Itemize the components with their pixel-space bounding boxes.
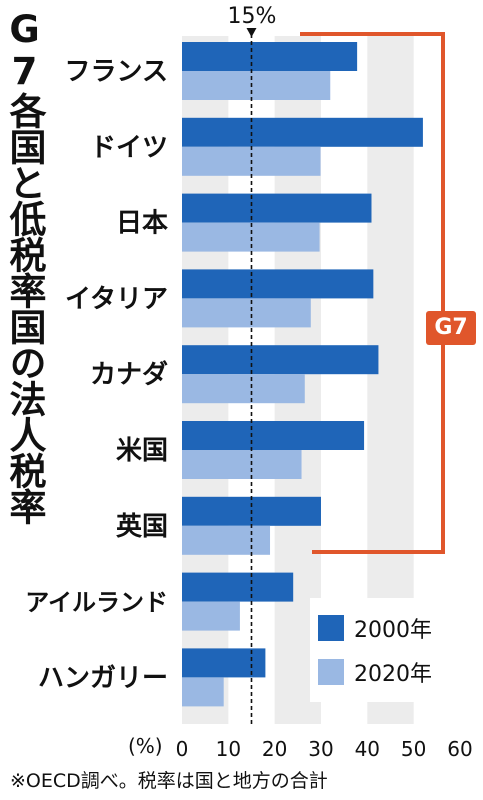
- category-label: アイルランド: [25, 589, 168, 617]
- reference-line-marker: [246, 28, 257, 37]
- g7-bracket-label: G7: [426, 311, 476, 345]
- legend-swatch-2020: [318, 659, 344, 685]
- bar-2000: [182, 572, 294, 602]
- x-tick-label: 0: [176, 737, 189, 761]
- legend-label-2000: 2000年: [354, 618, 432, 643]
- bar-2000: [182, 117, 423, 147]
- bar-2020: [182, 525, 271, 555]
- category-label: 日本: [116, 209, 168, 239]
- bar-2000: [182, 269, 374, 299]
- legend: 2000年 2020年: [310, 598, 456, 702]
- bar-2020: [182, 374, 305, 404]
- bar-2020: [182, 601, 240, 631]
- category-label: 米国: [116, 436, 168, 466]
- bar-2000: [182, 42, 358, 71]
- x-tick-label: 30: [308, 737, 333, 761]
- bar-2020: [182, 71, 331, 100]
- bar-2000: [182, 648, 266, 678]
- bar-2000: [182, 345, 379, 375]
- category-label: フランス: [65, 57, 168, 87]
- legend-label-2020: 2020年: [354, 662, 432, 687]
- legend-swatch-2000: [318, 615, 344, 641]
- bar-2000: [182, 421, 365, 450]
- x-tick-label: 10: [216, 737, 241, 761]
- reference-line-label: 15%: [227, 4, 277, 29]
- x-tick-label: 20: [262, 737, 287, 761]
- x-tick-label: 40: [355, 737, 380, 761]
- x-tick-label: 50: [401, 737, 426, 761]
- category-label: ドイツ: [90, 133, 168, 163]
- g7-bracket: [300, 32, 445, 554]
- legend-item-2000: 2000年: [318, 610, 432, 646]
- category-label: カナダ: [90, 359, 168, 390]
- x-axis-unit-label: (%): [128, 734, 163, 758]
- bar-2020: [182, 298, 311, 328]
- bar-2020: [182, 450, 302, 479]
- bar-2020: [182, 677, 224, 707]
- category-label: 英国: [116, 512, 168, 542]
- bar-2000: [182, 193, 372, 223]
- legend-item-2020: 2020年: [318, 654, 432, 690]
- x-tick-label: 60: [447, 737, 472, 761]
- chart-title: G7各国と低税率国の法人税率: [3, 8, 46, 524]
- category-label: ハンガリー: [38, 663, 168, 693]
- category-label: イタリア: [65, 284, 168, 314]
- source-note: ※OECD調べ。税率は国と地方の合計: [10, 770, 328, 792]
